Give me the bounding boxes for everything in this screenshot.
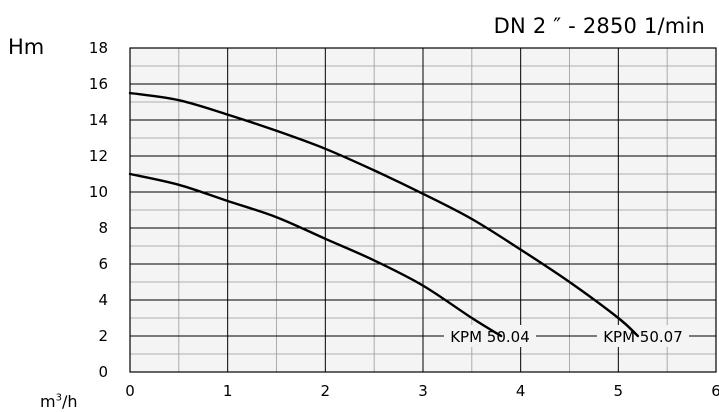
chart-title: DN 2 ″ - 2850 1/min (493, 14, 705, 38)
y-tick-label: 14 (89, 111, 108, 129)
y-tick-label: 0 (98, 363, 108, 381)
y-tick-label: 2 (98, 327, 108, 345)
x-tick-label: 3 (418, 382, 428, 400)
x-tick-label: 2 (321, 382, 331, 400)
x-tick-label: 5 (614, 382, 624, 400)
series-annotation: KPM 50.04 (450, 328, 530, 346)
y-tick-label: 6 (98, 255, 108, 273)
series-annotation: KPM 50.07 (603, 328, 683, 346)
x-axis-label-superscript: 3 (55, 392, 62, 404)
x-tick-label: 1 (223, 382, 233, 400)
y-tick-label: 8 (98, 219, 108, 237)
annotation-backdrop (597, 325, 689, 347)
x-tick-label: 4 (516, 382, 526, 400)
y-tick-label: 10 (89, 183, 108, 201)
plot-frame (129, 47, 717, 373)
y-tick-label: 18 (89, 39, 108, 57)
series-line-2 (128, 91, 640, 338)
x-axis-label-tail: /h (61, 392, 78, 411)
x-axis-label: m3/h (40, 392, 78, 411)
y-tick-label: 12 (89, 147, 108, 165)
x-tick-label: 0 (125, 382, 135, 400)
x-axis-label-base: m (40, 392, 56, 411)
y-tick-label: 16 (89, 75, 108, 93)
series-line-1 (128, 172, 503, 338)
x-tick-label: 6 (711, 382, 719, 400)
y-tick-label: 4 (98, 291, 108, 309)
y-axis-label: Hm (8, 35, 45, 59)
annotation-backdrop (444, 325, 536, 347)
